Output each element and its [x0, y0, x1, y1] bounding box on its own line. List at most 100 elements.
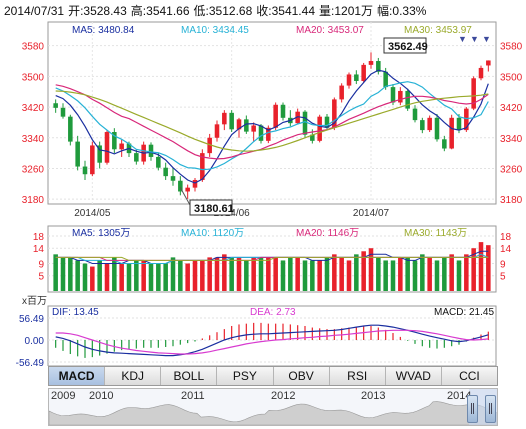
candle-body	[104, 132, 110, 163]
candle-body	[134, 153, 139, 162]
price-tick-label: 3580	[500, 42, 523, 53]
stock-chart[interactable]: 3180 3260 3340 3420 3500 3580 3180 3260 3340 342…	[0, 0, 526, 366]
volume-bar	[178, 260, 183, 291]
macd-tick-label: -56.49	[16, 358, 45, 366]
price-tick-label: 3180	[500, 195, 523, 206]
volume-bar	[368, 248, 374, 291]
candle-body	[442, 139, 447, 149]
volume-bar	[148, 263, 154, 291]
volume-bar	[442, 257, 447, 291]
candle-body	[222, 112, 227, 125]
volume-tick-label: 5	[500, 272, 506, 283]
tab-boll[interactable]: BOLL	[161, 367, 218, 385]
vol-legend-ma10: MA10: 1120万	[181, 228, 244, 239]
range-handle-right[interactable]	[485, 395, 496, 423]
volume-bar	[104, 263, 110, 291]
candle-body	[486, 60, 491, 66]
volume-bar	[456, 260, 462, 291]
volume-bar	[471, 248, 476, 291]
volume-bar	[412, 260, 418, 291]
volume-bar	[398, 257, 403, 291]
candle-body	[317, 116, 322, 141]
candle-body	[376, 61, 381, 72]
volume-bar	[170, 257, 176, 291]
candle-body	[185, 187, 190, 192]
volume-tick-label: 14	[33, 244, 45, 255]
candle-body	[427, 117, 432, 131]
candle-body	[398, 90, 403, 103]
candle-body	[148, 144, 154, 157]
ma-line-ma30	[55, 90, 489, 152]
volume-bar	[390, 260, 396, 291]
volume-bar	[163, 263, 168, 291]
price-tick-label: 3180	[22, 195, 45, 206]
candle-body	[339, 85, 344, 100]
volume-bar	[420, 254, 425, 291]
collapse-arrow-icon: ▼	[458, 34, 467, 44]
candle-body	[368, 61, 374, 65]
ma-line-ma20	[55, 84, 489, 160]
price-tick-label: 3420	[500, 103, 523, 114]
tab-obv[interactable]: OBV	[274, 367, 330, 385]
volume-bar	[324, 257, 330, 291]
collapse-controls[interactable]: ▼ ▼ ▼	[458, 34, 491, 44]
candle-body	[310, 134, 315, 141]
candle-body	[170, 176, 176, 181]
tab-cci[interactable]: CCI	[459, 369, 480, 383]
tab-rsi[interactable]: RSI	[330, 367, 386, 385]
volume-legend: MA5: 1305万 MA10: 1120万 MA20: 1146万 MA30:…	[72, 228, 467, 239]
high-callout: 3562.49	[383, 37, 428, 54]
candle-body	[280, 104, 286, 118]
volume-bar	[222, 254, 227, 291]
range-handle-left[interactable]	[467, 395, 478, 423]
tab-macd[interactable]: MACD	[49, 367, 106, 385]
candle-body	[236, 119, 242, 130]
open-label: 开:	[68, 4, 84, 18]
macd-panel	[47, 305, 497, 366]
volume-tick-label: 14	[500, 244, 512, 255]
candle-body	[112, 132, 117, 150]
collapse-arrow-icon: ▼	[470, 34, 479, 44]
volume-bars	[53, 242, 491, 291]
price-y-axis-left: 3180 3260 3340 3420 3500 3580	[22, 42, 45, 206]
candle-body	[464, 108, 469, 131]
volume-tick-label: 9	[38, 260, 44, 271]
candle-body	[229, 112, 234, 130]
candle-body	[53, 103, 58, 108]
candle-body	[478, 67, 484, 79]
price-y-axis-right: 3180 3260 3340 3420 3500 3580	[500, 42, 523, 206]
quote-header: 2014/07/31 开:3528.43 高:3541.66 低:3512.68 收:3…	[4, 2, 430, 20]
candle-body	[156, 156, 161, 168]
ma-line-ma5	[55, 69, 489, 184]
macd-legend: DIF: 13.45 DEA: 2.73 MACD: 21.45	[52, 307, 494, 318]
candle-body	[420, 120, 425, 131]
macd-legend-macd: MACD: 21.45	[434, 307, 494, 318]
candle-body	[346, 74, 352, 86]
nav-year-2012: 2012	[271, 390, 296, 402]
nav-year-2010: 2010	[89, 390, 114, 402]
low-value: 3512.68	[208, 4, 253, 18]
nav-year-2011: 2011	[181, 390, 205, 402]
close-value: 3541.44	[271, 4, 315, 18]
candle-body	[207, 137, 212, 154]
range-navigator[interactable]: 2009 2010 2011 2012 2013 2014	[48, 388, 498, 426]
tab-kdj[interactable]: KDJ	[105, 367, 162, 385]
volume-bar	[112, 257, 117, 291]
legend-ma30: MA30: 3453.97	[404, 25, 472, 36]
candle-body	[266, 127, 271, 141]
moving-averages	[55, 69, 489, 184]
ma-line-ma10	[55, 81, 489, 171]
volume-bar	[302, 260, 308, 291]
volume-bar	[229, 257, 234, 291]
high-callout-label: 3562.49	[388, 41, 428, 53]
volume-bar	[200, 260, 205, 291]
tab-psy[interactable]: PSY	[217, 367, 274, 385]
price-tick-label: 3580	[22, 42, 45, 53]
volume-bar	[288, 257, 293, 291]
volume-bar	[434, 260, 440, 291]
vol-legend-ma5: MA5: 1305万	[72, 228, 130, 239]
volume-bar	[134, 260, 139, 291]
volume-bar	[214, 257, 220, 291]
tab-wvad[interactable]: WVAD	[386, 367, 442, 385]
nav-year-2014: 2014	[447, 390, 472, 402]
